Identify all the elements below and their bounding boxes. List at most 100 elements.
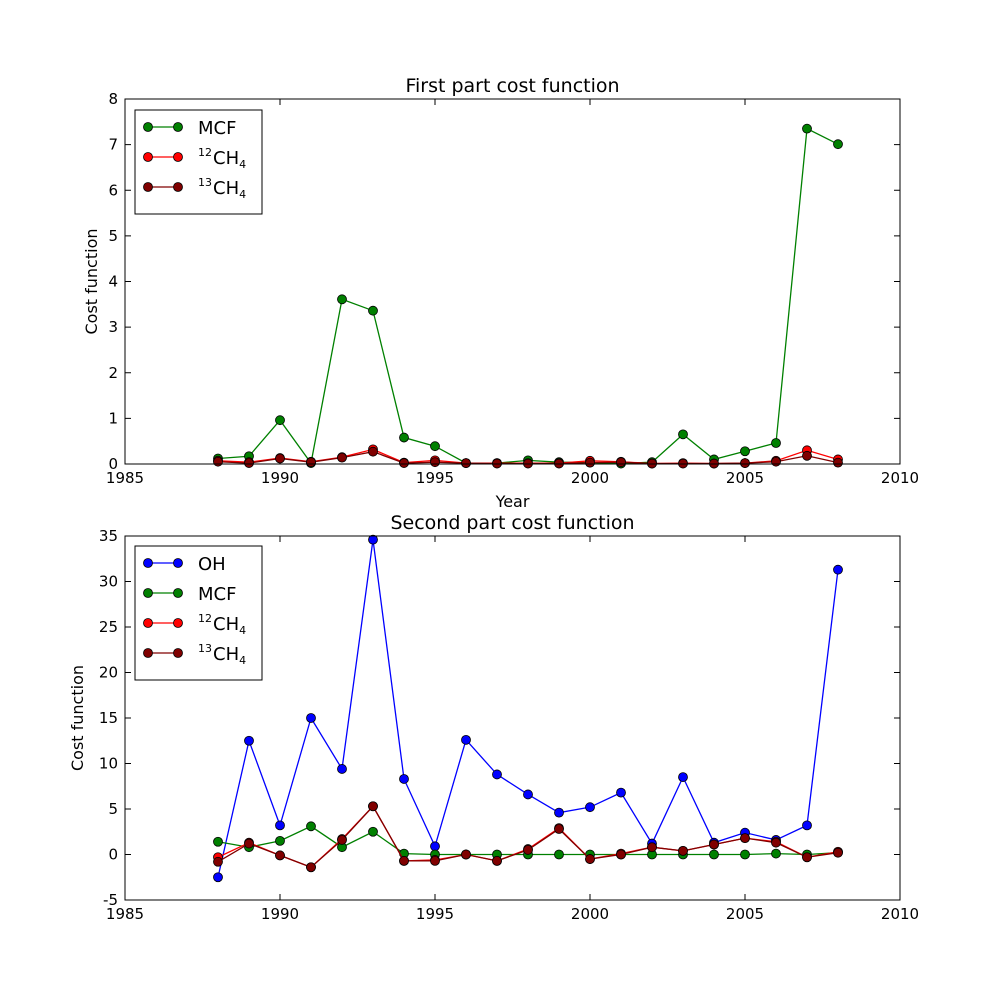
data-point — [306, 821, 316, 832]
legend-marker — [143, 588, 153, 598]
data-point — [771, 456, 781, 467]
data-point — [213, 872, 223, 883]
legend-label: OH — [198, 554, 226, 575]
series-13CH4 — [213, 801, 843, 873]
x-tick-label: 1995 — [416, 469, 454, 487]
data-point — [244, 735, 254, 746]
legend-marker — [143, 182, 153, 192]
x-tick-label: 2005 — [726, 469, 764, 487]
x-tick-label: 2005 — [726, 905, 764, 923]
x-tick-label: 2010 — [881, 469, 919, 487]
plot-frame — [124, 98, 901, 465]
data-point — [554, 807, 564, 818]
data-point — [399, 432, 409, 443]
data-point — [306, 713, 316, 723]
data-point — [368, 446, 378, 457]
chart-1: First part cost function 1985 1990 1995 2000… — [82, 75, 919, 511]
legend-marker — [143, 648, 153, 658]
legend: MCF 12CH4 13CH4 — [134, 109, 263, 215]
data-point — [802, 852, 812, 863]
y-tick-label: 4 — [108, 273, 118, 291]
data-point — [678, 772, 688, 783]
data-point — [802, 450, 812, 461]
legend-marker — [143, 618, 153, 628]
chart-title: Second part cost function — [390, 512, 634, 534]
legend-box — [134, 545, 263, 681]
data-point — [399, 855, 409, 866]
y-tick-label: 0 — [108, 846, 118, 864]
y-tick-label: 1 — [108, 409, 118, 427]
legend-label: 12CH4 — [198, 146, 246, 171]
data-point — [585, 457, 595, 468]
data-point — [213, 856, 223, 867]
y-tick-label: -5 — [103, 891, 118, 909]
y-tick-label: 20 — [99, 664, 118, 682]
data-point — [337, 835, 347, 845]
data-point — [678, 845, 688, 856]
y-tick-label: 2 — [108, 364, 118, 382]
y-tick-label: 8 — [108, 90, 118, 108]
data-point — [492, 769, 502, 780]
data-point — [616, 849, 626, 860]
data-point — [461, 734, 471, 745]
data-point — [368, 801, 378, 812]
data-point — [802, 123, 812, 134]
legend-label: MCF — [198, 118, 236, 139]
data-point — [306, 457, 316, 468]
y-axis-label: Cost function — [68, 665, 87, 771]
x-tick-label: 1985 — [106, 469, 144, 487]
data-point — [585, 854, 595, 864]
data-point — [275, 415, 285, 426]
data-point — [244, 458, 254, 468]
data-point — [771, 438, 781, 448]
y-tick-label: 5 — [108, 800, 118, 818]
x-tick-label: 2010 — [881, 905, 919, 923]
legend-marker — [143, 122, 153, 132]
data-point — [833, 139, 843, 150]
data-point — [771, 837, 781, 848]
data-point — [709, 839, 719, 850]
x-tick-label: 1990 — [261, 905, 299, 923]
x-tick-label: 1995 — [416, 905, 454, 923]
legend-marker — [143, 152, 153, 162]
data-point — [275, 453, 285, 464]
data-point — [461, 458, 471, 468]
data-point — [430, 855, 440, 866]
data-point — [275, 850, 285, 861]
data-point — [585, 802, 595, 813]
data-point — [523, 845, 533, 855]
x-tick-label: 2000 — [571, 905, 609, 923]
x-tick-label: 1990 — [261, 469, 299, 487]
series-OH — [213, 534, 843, 883]
y-tick-label: 25 — [99, 618, 118, 636]
data-point — [275, 835, 285, 846]
data-point — [616, 457, 626, 468]
legend-label: 12CH4 — [198, 612, 246, 637]
data-point — [678, 429, 688, 440]
y-tick-label: 3 — [108, 318, 118, 336]
data-point — [213, 456, 223, 467]
data-point — [833, 457, 843, 468]
legend-label: 13CH4 — [198, 642, 246, 667]
data-point — [244, 838, 254, 849]
y-tick-label: 7 — [108, 136, 118, 154]
y-tick-label: 10 — [99, 755, 118, 773]
x-tick-label: 2000 — [571, 469, 609, 487]
y-tick-label: 5 — [108, 227, 118, 245]
plot-frame — [124, 535, 901, 901]
legend-marker — [143, 558, 153, 568]
data-point — [833, 847, 843, 858]
data-point — [368, 534, 378, 545]
chart-title: First part cost function — [405, 75, 619, 97]
data-point — [740, 849, 750, 860]
series-MCF — [213, 123, 843, 469]
data-point — [337, 764, 347, 774]
data-point — [833, 564, 843, 575]
data-point — [337, 294, 347, 305]
y-tick-label: 6 — [108, 181, 118, 199]
data-point — [554, 824, 564, 834]
data-point — [523, 789, 533, 800]
legend-marker — [173, 152, 183, 162]
